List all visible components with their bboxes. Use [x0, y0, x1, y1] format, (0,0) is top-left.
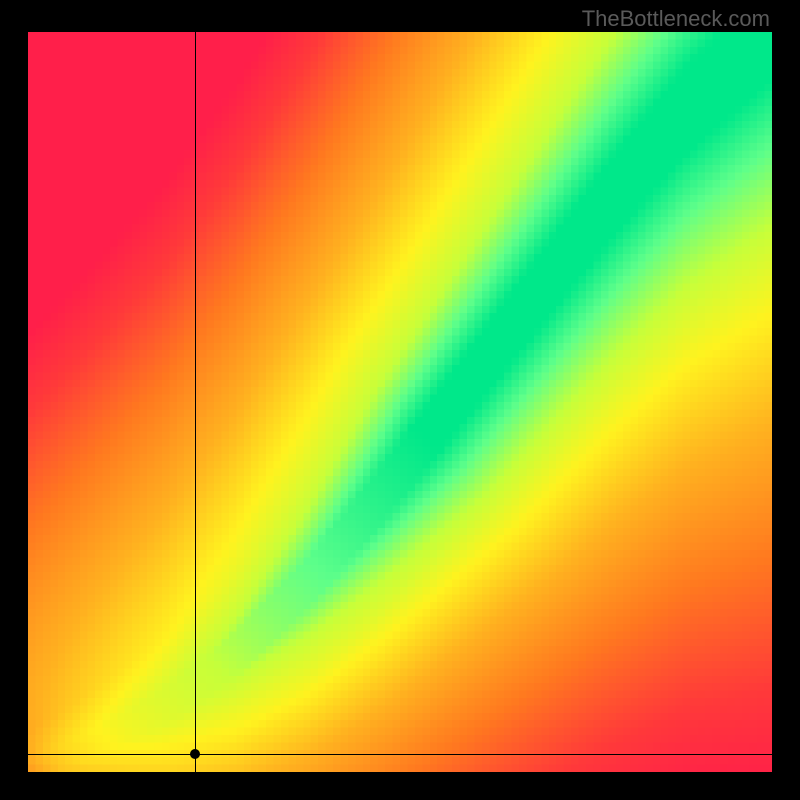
- heatmap-canvas: [28, 32, 772, 772]
- crosshair-horizontal: [28, 754, 772, 755]
- crosshair-vertical: [195, 32, 196, 772]
- watermark-text: TheBottleneck.com: [582, 6, 770, 32]
- crosshair-marker-dot: [190, 749, 200, 759]
- heatmap-plot: [28, 32, 772, 772]
